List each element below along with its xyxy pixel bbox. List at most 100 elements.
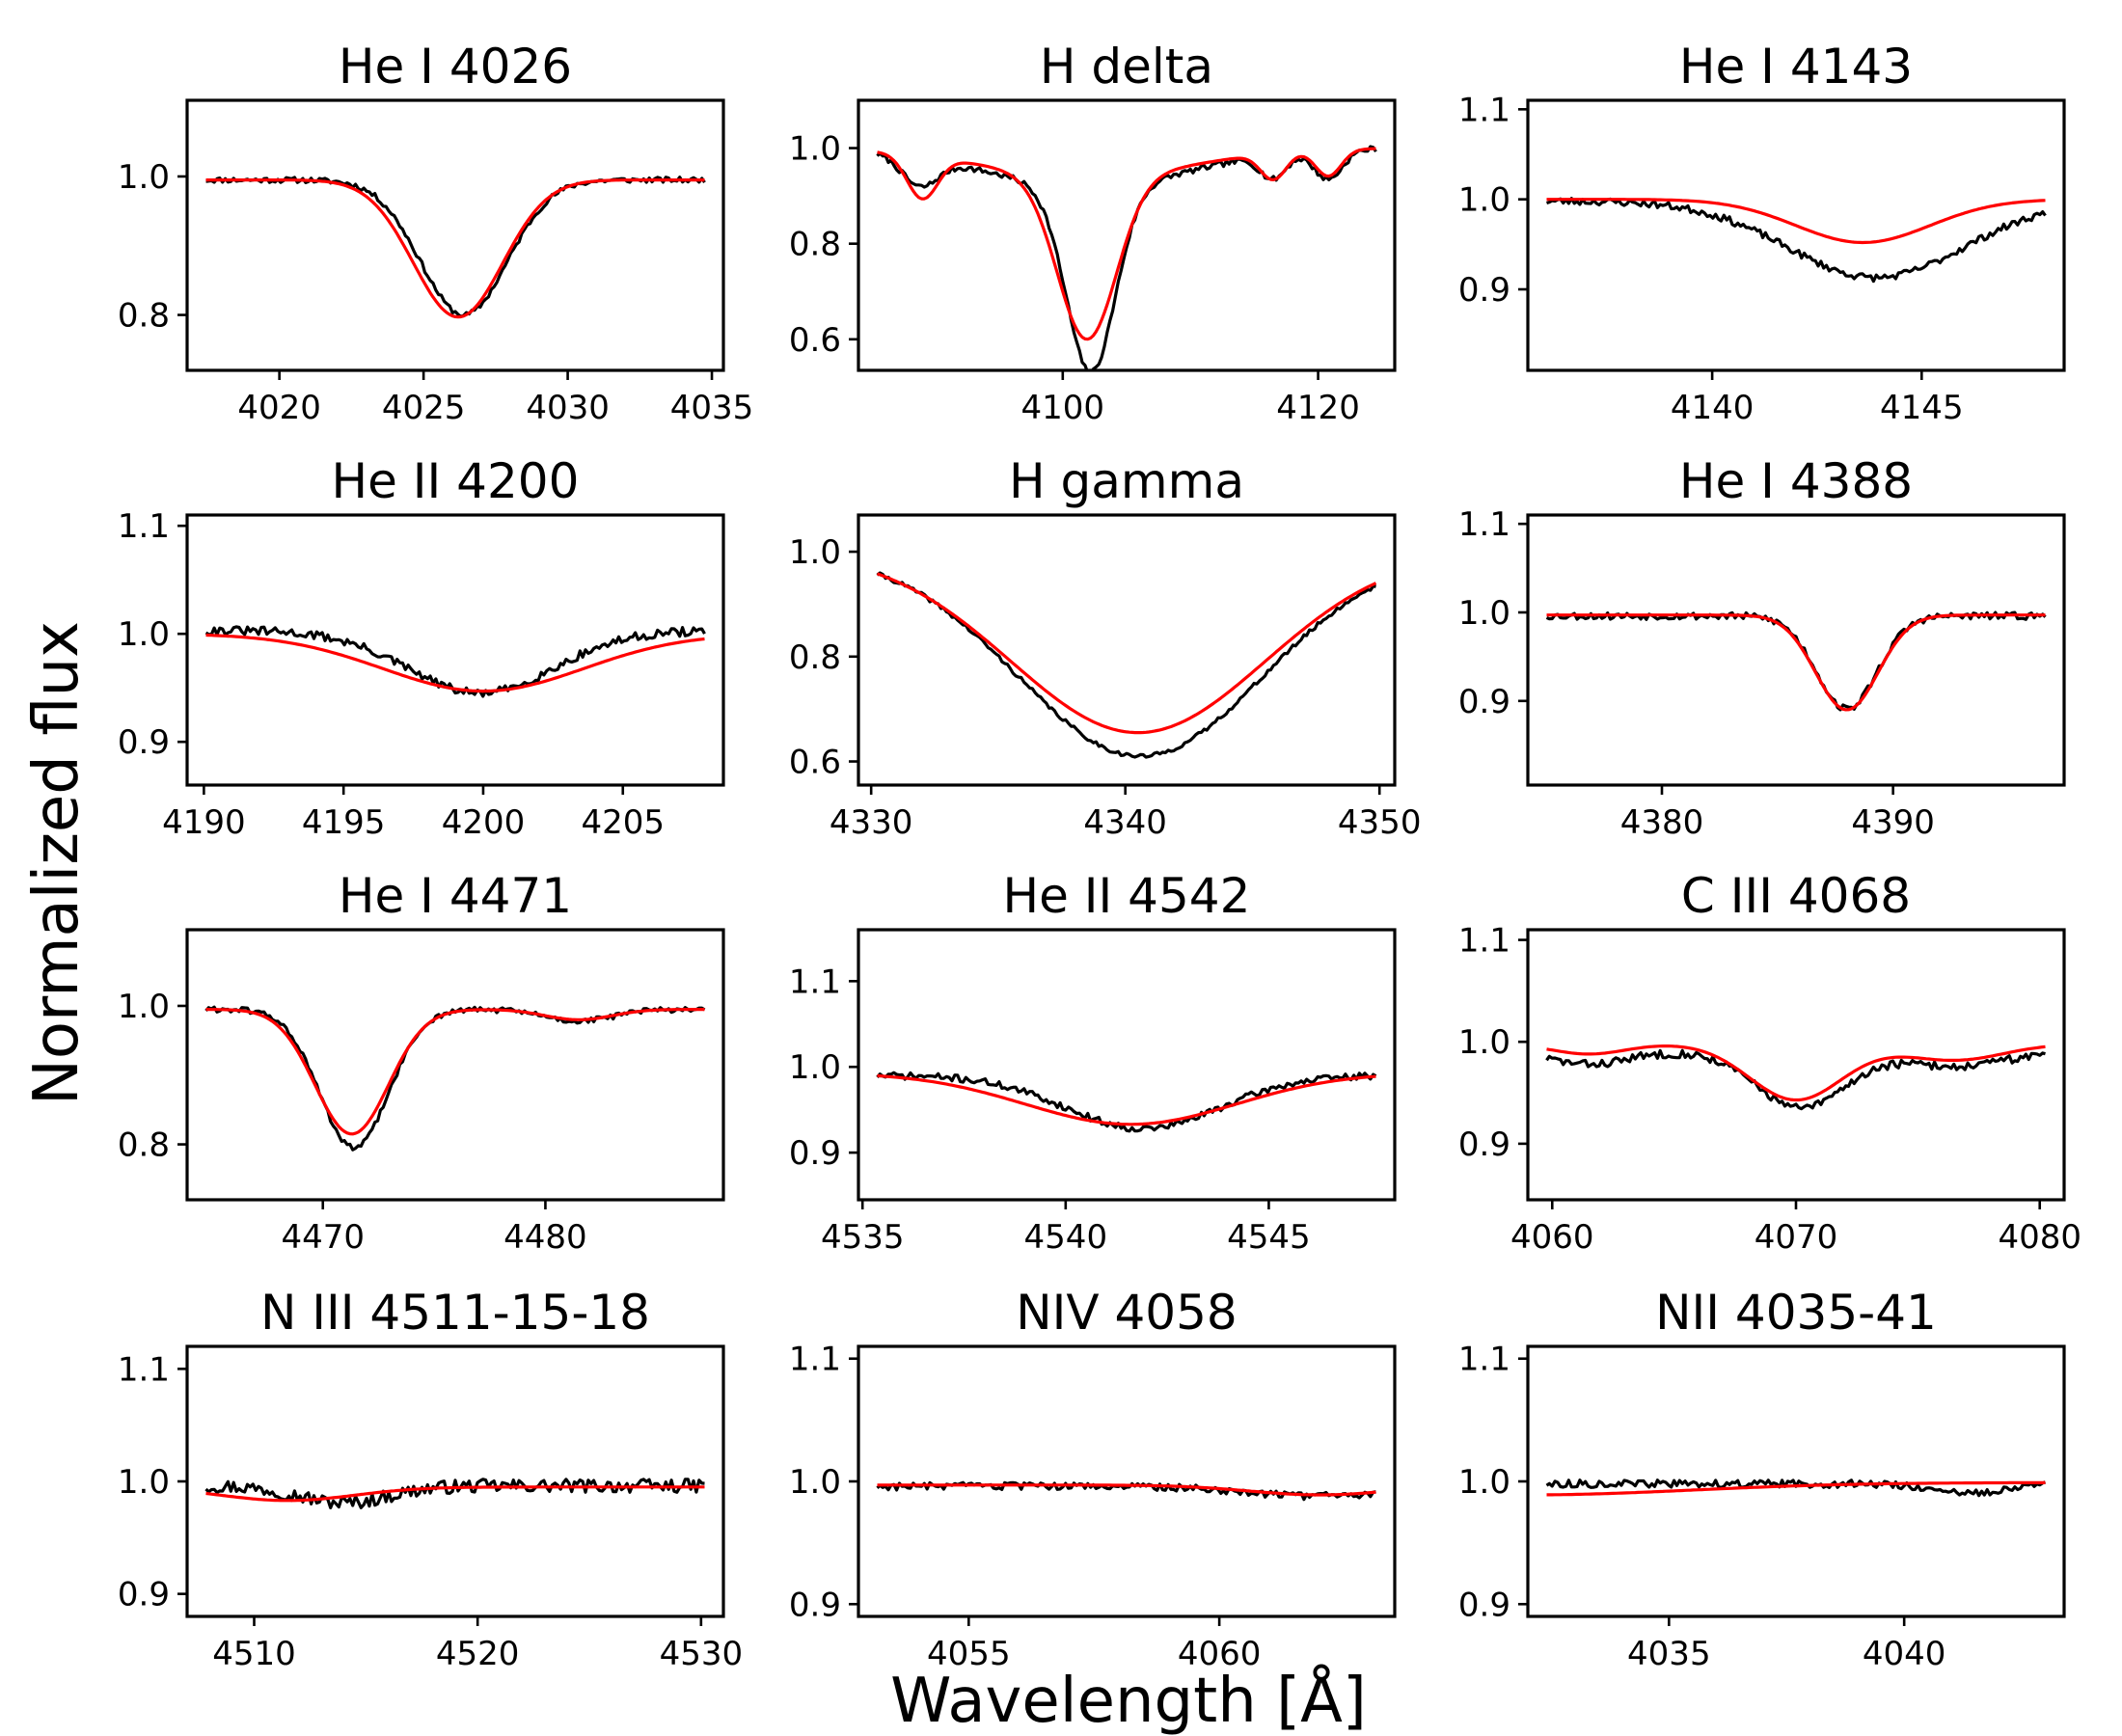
observed-spectrum-line (204, 625, 706, 698)
panel-frame (1526, 513, 2066, 787)
panel-frame (185, 928, 725, 1202)
panel-frame (185, 98, 725, 372)
spectrum-panel: C III 4068 4060 4070 4080 0.9 1.0 1.1 (1458, 868, 2081, 1257)
x-tick-label: 4390 (1851, 803, 1935, 842)
model-spectrum-line (877, 1073, 1376, 1126)
spectrum-panel: NII 4035-41 4035 4040 0.9 1.0 1.1 (1458, 1285, 2066, 1673)
y-tick-label: 0.8 (118, 297, 170, 336)
x-tick-label: 4510 (212, 1635, 296, 1673)
model-spectrum-line (1546, 1044, 2046, 1102)
x-tick-label: 4530 (660, 1635, 744, 1673)
x-tick-label: 4060 (1178, 1635, 1262, 1673)
y-tick-label: 1.0 (1458, 1463, 1510, 1502)
model-spectrum-line (205, 633, 705, 693)
panel-frame (1526, 98, 2066, 372)
y-tick-label: 1.1 (118, 507, 170, 546)
x-tick-label: 4020 (237, 389, 321, 427)
spectrum-panel: He II 4542 4535 4540 4545 0.9 1.0 1.1 (789, 868, 1397, 1257)
x-tick-label: 4025 (382, 389, 466, 427)
x-axis-label: Wavelength [Å] (890, 1664, 1367, 1736)
y-tick-label: 1.1 (118, 1350, 170, 1389)
y-tick-label: 0.6 (789, 744, 841, 782)
y-tick-label: 1.1 (1458, 1341, 1510, 1379)
x-tick-label: 4535 (821, 1218, 905, 1257)
x-tick-label: 4060 (1510, 1218, 1594, 1257)
y-tick-label: 1.0 (789, 1463, 841, 1502)
model-spectrum-line (205, 1007, 705, 1136)
model-spectrum-line (876, 572, 1377, 735)
y-tick-label: 1.0 (1458, 1023, 1510, 1062)
x-tick-label: 4100 (1021, 389, 1105, 427)
panel-frame (185, 513, 725, 787)
y-tick-label: 1.0 (789, 130, 841, 169)
y-tick-label: 1.0 (1458, 594, 1510, 633)
panel-grid: He I 4026 4020 4025 4030 4035 0.8 1.0 H delta 41… (118, 39, 2081, 1673)
y-tick-label: 1.1 (789, 963, 841, 1001)
x-tick-label: 4540 (1024, 1218, 1108, 1257)
y-tick-label: 0.9 (118, 723, 170, 762)
x-tick-label: 4055 (927, 1635, 1011, 1673)
model-spectrum-line (1546, 198, 2046, 245)
model-spectrum-line (1546, 613, 2046, 712)
panel-frame (857, 513, 1397, 787)
y-tick-label: 0.8 (118, 1126, 170, 1165)
x-tick-label: 4080 (1998, 1218, 2081, 1257)
spectrum-panel: He I 4388 4380 4390 0.9 1.0 1.1 (1458, 453, 2066, 842)
x-tick-label: 4030 (526, 389, 610, 427)
y-tick-label: 1.0 (118, 158, 170, 197)
spectrum-panel: NIV 4058 4055 4060 0.9 1.0 1.1 (789, 1285, 1397, 1673)
y-tick-label: 1.0 (1458, 181, 1510, 220)
observed-spectrum-line (876, 1071, 1377, 1133)
x-tick-label: 4200 (442, 803, 526, 842)
model-spectrum-line (877, 1483, 1376, 1497)
y-tick-label: 0.8 (789, 226, 841, 264)
spectrum-panel: He I 4026 4020 4025 4030 4035 0.8 1.0 (118, 39, 753, 427)
panel-title: He II 4542 (1003, 868, 1251, 924)
panel-frame (857, 98, 1397, 372)
y-tick-label: 0.9 (1458, 1586, 1510, 1624)
observed-spectrum-line (876, 571, 1376, 759)
x-tick-label: 4190 (162, 803, 246, 842)
panel-title: He I 4143 (1679, 39, 1913, 95)
x-tick-label: 4480 (503, 1218, 587, 1257)
model-spectrum-line (877, 147, 1376, 341)
spectrum-panel: He I 4471 4470 4480 0.8 1.0 (118, 868, 725, 1257)
panel-title: H delta (1040, 39, 1213, 95)
y-axis-label: Normalized flux (21, 621, 93, 1105)
y-tick-label: 1.1 (1458, 922, 1510, 961)
panel-title: He I 4471 (339, 868, 572, 924)
panel-title: He I 4026 (339, 39, 572, 95)
panel-title: H gamma (1009, 453, 1244, 509)
spectrum-panel: He II 4200 4190 4195 4200 4205 0.9 1.0 1.1 (118, 453, 725, 842)
panel-frame (857, 928, 1397, 1202)
panel-title: NIV 4058 (1016, 1285, 1238, 1341)
model-spectrum-line (1546, 1480, 2046, 1497)
y-tick-label: 1.0 (118, 988, 170, 1026)
x-tick-label: 4035 (670, 389, 754, 427)
observed-spectrum-line (1545, 1048, 2046, 1111)
y-tick-label: 0.9 (1458, 271, 1510, 310)
x-tick-label: 4145 (1880, 389, 1964, 427)
panel-title: He I 4388 (1679, 453, 1913, 509)
x-tick-label: 4470 (281, 1218, 365, 1257)
x-tick-label: 4120 (1276, 389, 1360, 427)
x-tick-label: 4195 (302, 803, 386, 842)
panel-title: He II 4200 (332, 453, 580, 509)
x-tick-label: 4520 (436, 1635, 520, 1673)
x-tick-label: 4340 (1083, 803, 1167, 842)
y-tick-label: 0.9 (789, 1134, 841, 1173)
y-tick-label: 0.9 (789, 1586, 841, 1624)
y-tick-label: 1.0 (118, 1463, 170, 1502)
spectrum-panel: He I 4143 4140 4145 0.9 1.0 1.1 (1458, 39, 2066, 427)
x-tick-label: 4350 (1338, 803, 1422, 842)
observed-spectrum-line (204, 1478, 705, 1510)
spectrum-panel: N III 4511-15-18 4510 4520 4530 0.9 1.0 1.1 (118, 1285, 743, 1673)
y-tick-label: 1.0 (789, 533, 841, 572)
spectrum-panel: H gamma 4330 4340 4350 0.6 0.8 1.0 (789, 453, 1422, 842)
y-tick-label: 1.1 (1458, 505, 1510, 544)
y-tick-label: 0.9 (1458, 1126, 1510, 1164)
y-tick-label: 0.8 (789, 638, 841, 677)
x-tick-label: 4140 (1671, 389, 1755, 427)
y-tick-label: 1.0 (789, 1048, 841, 1087)
